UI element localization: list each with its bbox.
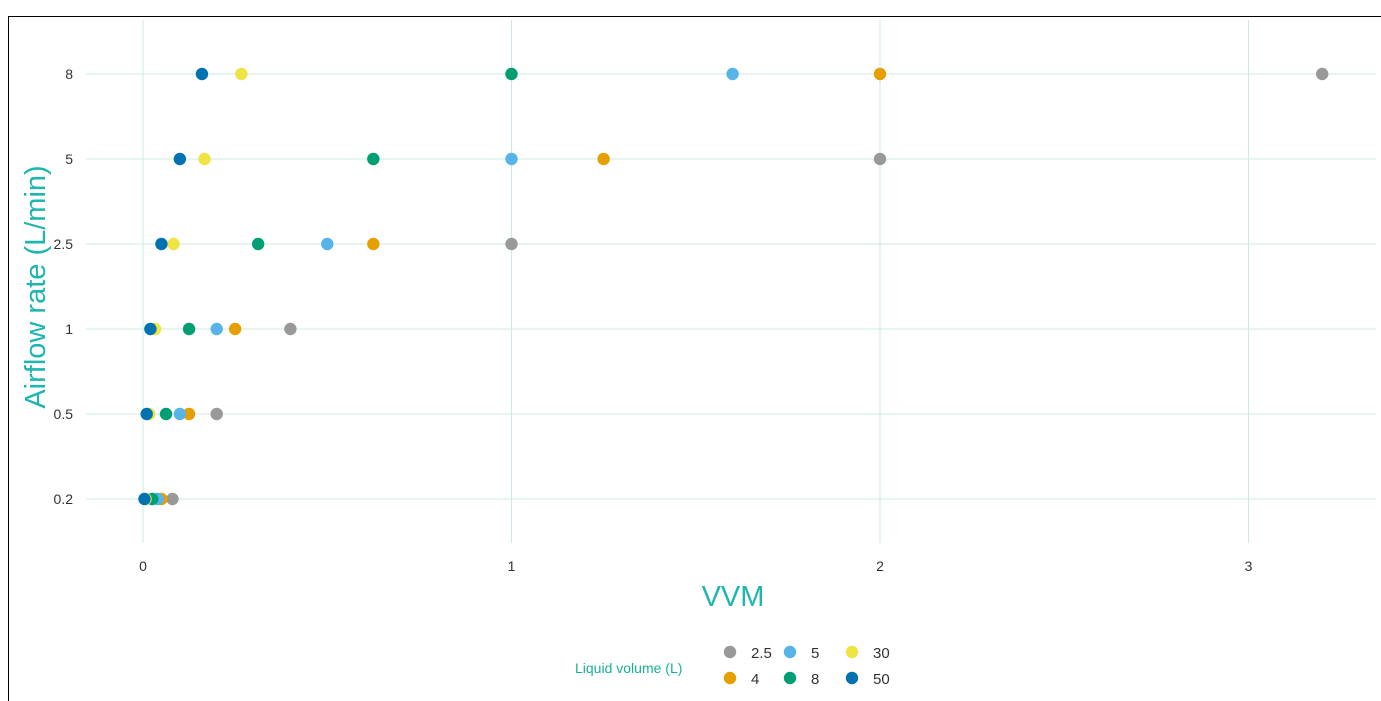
legend-key [845,671,859,685]
data-point [140,407,153,421]
series-8 [146,67,518,506]
data-point [173,407,187,421]
grid-lines [86,20,1376,543]
series-4 [155,67,887,506]
x-tick-label: 1 [508,558,516,574]
x-tick-labels: 0 1 2 3 [139,558,1253,574]
y-axis-title: Airflow rate (L/min) [20,165,52,408]
data-point [182,407,196,421]
data-point [173,152,187,166]
data-point [726,67,739,81]
legend-key [783,645,797,659]
legend-title: Liquid volume (L) [575,660,682,676]
legend-label: 2.5 [751,645,772,662]
data-point [1316,67,1329,81]
series-50 [138,67,209,506]
data-point [159,407,173,421]
data-point [873,67,887,81]
data-point [284,322,297,336]
data-point [505,67,518,81]
legend-key [723,645,737,659]
y-tick-label: 0.2 [54,491,74,507]
legend-key [783,671,797,685]
x-tick-label: 3 [1245,558,1253,574]
x-axis-title: VVM [702,581,765,613]
data-points [138,67,1329,506]
data-point [195,67,209,81]
data-point [367,152,380,166]
legend-key [723,671,737,685]
data-point [505,152,518,166]
x-tick-label: 0 [139,558,147,574]
series-5 [151,67,739,506]
data-point [138,492,151,506]
data-point [210,322,223,336]
data-point [235,67,248,81]
data-point [155,237,168,251]
data-point [505,237,518,251]
y-tick-label: 8 [65,66,73,82]
y-tick-label: 2.5 [54,236,74,252]
y-tick-labels: 0.2 0.5 1 2.5 5 8 [54,66,74,507]
series-30 [139,67,248,506]
legend: Liquid volume (L) 2.5 5 30 4 8 50 [575,645,890,688]
data-point [210,407,223,421]
data-point [182,322,196,336]
y-tick-label: 1 [65,321,73,337]
legend-label: 5 [811,645,819,662]
data-point [597,152,610,166]
legend-label: 30 [873,645,890,662]
data-point [166,492,179,506]
y-tick-label: 5 [65,151,73,167]
legend-label: 50 [873,671,890,688]
legend-key [845,645,859,659]
data-point [367,237,380,251]
y-tick-label: 0.5 [54,406,74,422]
series-2-5 [166,67,1329,506]
data-point [228,322,242,336]
data-point [167,237,180,251]
legend-label: 4 [751,671,759,688]
data-point [321,237,334,251]
data-point [198,152,211,166]
data-point [251,237,265,251]
plot-frame [8,16,1381,701]
data-point [873,152,887,166]
data-point [144,322,157,336]
legend-label: 8 [811,671,819,688]
x-tick-label: 2 [876,558,884,574]
